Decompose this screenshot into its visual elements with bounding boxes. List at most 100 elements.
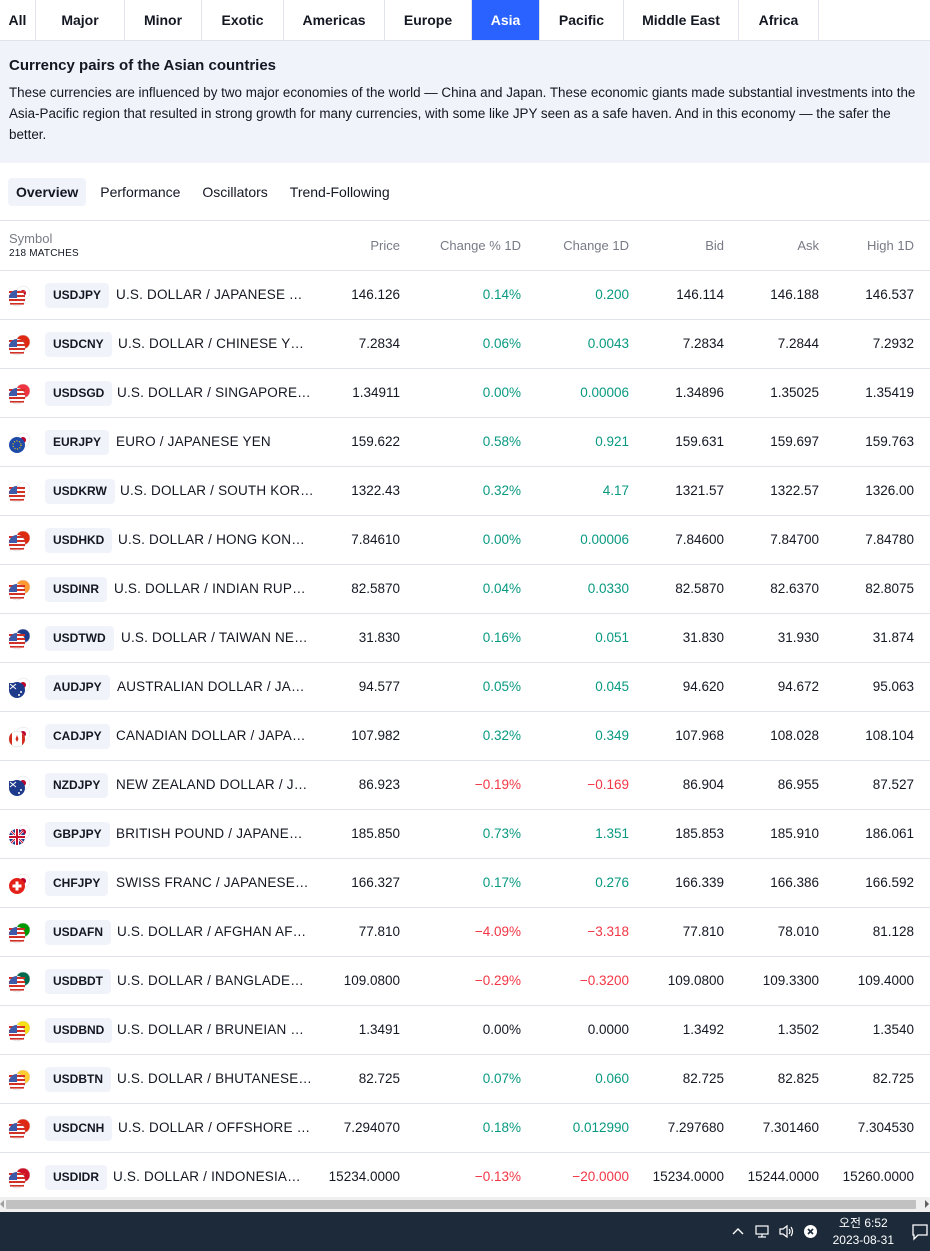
matches-count: 218 MATCHES xyxy=(9,248,79,259)
high-cell: 109.4000 xyxy=(857,973,914,988)
tab-pacific[interactable]: Pacific xyxy=(540,0,624,40)
table-row[interactable]: AUDJPY AUSTRALIAN DOLLAR / JAPANESE YEN … xyxy=(0,663,930,712)
tab-all[interactable]: All xyxy=(0,0,36,40)
tab-overview[interactable]: Overview xyxy=(8,177,87,206)
pair-name: EURO / JAPANESE YEN xyxy=(116,434,271,449)
high-cell: 31.874 xyxy=(872,630,914,645)
price-cell: 107.982 xyxy=(351,728,400,743)
ticker-badge[interactable]: NZDJPY xyxy=(45,773,109,798)
change-cell: −0.3200 xyxy=(579,973,629,988)
change-pct-column-header[interactable]: Change % 1D xyxy=(440,238,521,253)
horizontal-scrollbar[interactable] xyxy=(0,1197,930,1212)
table-row[interactable]: USDTWD U.S. DOLLAR / TAIWAN NEW DOLLAR 3… xyxy=(0,614,930,663)
table-row[interactable]: CADJPY CANADIAN DOLLAR / JAPANESE YEN 10… xyxy=(0,712,930,761)
symbol-column-header[interactable]: Symbol 218 MATCHES xyxy=(9,231,79,259)
scroll-left-arrow-icon[interactable] xyxy=(0,1200,4,1208)
high-cell: 7.304530 xyxy=(857,1120,914,1135)
table-row[interactable]: USDAFN U.S. DOLLAR / AFGHAN AFGHANI 77.8… xyxy=(0,908,930,957)
high-cell: 166.592 xyxy=(865,875,914,890)
table-row[interactable]: USDCNY U.S. DOLLAR / CHINESE YUAN 7.2834… xyxy=(0,320,930,369)
table-row[interactable]: USDCNH U.S. DOLLAR / OFFSHORE CHINESE YU… xyxy=(0,1104,930,1153)
ticker-badge[interactable]: USDINR xyxy=(45,577,108,602)
chevron-up-icon[interactable] xyxy=(732,1226,744,1236)
bid-cell: 7.84600 xyxy=(675,532,724,547)
action-center-icon[interactable] xyxy=(911,1223,929,1241)
pair-name: CANADIAN DOLLAR / JAPANESE YEN xyxy=(116,728,311,743)
network-icon[interactable] xyxy=(754,1224,772,1239)
tab-major[interactable]: Major xyxy=(36,0,125,40)
ticker-badge[interactable]: CADJPY xyxy=(45,724,110,749)
table-row[interactable]: NZDJPY NEW ZEALAND DOLLAR / JAPANESE YEN… xyxy=(0,761,930,810)
change-pct-cell: −0.19% xyxy=(474,777,521,792)
table-row[interactable]: USDHKD U.S. DOLLAR / HONG KONG DOLLAR 7.… xyxy=(0,516,930,565)
table-row[interactable]: USDIDR U.S. DOLLAR / INDONESIAN RUPIAH 1… xyxy=(0,1153,930,1197)
tab-exotic[interactable]: Exotic xyxy=(202,0,284,40)
change-cell: −20.0000 xyxy=(572,1169,629,1184)
tab-europe[interactable]: Europe xyxy=(385,0,472,40)
scroll-right-arrow-icon[interactable] xyxy=(925,1200,929,1208)
high-column-header[interactable]: High 1D xyxy=(867,238,914,253)
ticker-badge[interactable]: USDBTN xyxy=(45,1067,111,1092)
ticker-badge[interactable]: USDTWD xyxy=(45,626,114,651)
high-cell: 15260.0000 xyxy=(842,1169,914,1184)
high-cell: 82.725 xyxy=(872,1071,914,1086)
tab-africa[interactable]: Africa xyxy=(739,0,819,40)
ticker-badge[interactable]: USDBDT xyxy=(45,969,111,994)
ticker-badge[interactable]: USDCNY xyxy=(45,332,112,357)
table-row[interactable]: USDKRW U.S. DOLLAR / SOUTH KOREAN WON 13… xyxy=(0,467,930,516)
tab-trend-following[interactable]: Trend-Following xyxy=(289,183,390,200)
ticker-badge[interactable]: GBPJPY xyxy=(45,822,110,847)
ask-cell: 15244.0000 xyxy=(747,1169,819,1184)
bid-cell: 109.0800 xyxy=(667,973,724,988)
table-row[interactable]: USDBND U.S. DOLLAR / BRUNEIAN DOLLAR 1.3… xyxy=(0,1006,930,1055)
notification-dismiss-icon[interactable] xyxy=(803,1224,818,1239)
ask-cell: 86.955 xyxy=(777,777,819,792)
table-row[interactable]: USDBDT U.S. DOLLAR / BANGLADESHI TAKA 10… xyxy=(0,957,930,1006)
scrollbar-thumb[interactable] xyxy=(6,1200,916,1209)
change-cell: 1.351 xyxy=(595,826,629,841)
ticker-badge[interactable]: USDSGD xyxy=(45,381,113,406)
ticker-badge[interactable]: USDKRW xyxy=(45,479,115,504)
system-clock[interactable]: 오전 6:52 2023-08-31 xyxy=(833,1215,894,1249)
ticker-badge[interactable]: USDAFN xyxy=(45,920,111,945)
price-cell: 94.577 xyxy=(358,679,400,694)
table-row[interactable]: CHFJPY SWISS FRANC / JAPANESE YEN 166.32… xyxy=(0,859,930,908)
change-pct-cell: 0.05% xyxy=(482,679,521,694)
change-column-header[interactable]: Change 1D xyxy=(563,238,629,253)
ticker-badge[interactable]: USDHKD xyxy=(45,528,113,553)
change-cell: 4.17 xyxy=(602,483,629,498)
ticker-badge[interactable]: EURJPY xyxy=(45,430,110,455)
table-row[interactable]: USDBTN U.S. DOLLAR / BHUTANESE NGULTRUM … xyxy=(0,1055,930,1104)
ask-column-header[interactable]: Ask xyxy=(797,238,819,253)
ticker-badge[interactable]: USDCNH xyxy=(45,1116,113,1141)
volume-icon[interactable] xyxy=(778,1224,796,1239)
tab-asia[interactable]: Asia xyxy=(472,0,540,40)
ticker-badge[interactable]: USDIDR xyxy=(45,1165,108,1190)
tab-minor[interactable]: Minor xyxy=(125,0,202,40)
pair-name: U.S. DOLLAR / CHINESE YUAN xyxy=(118,336,313,351)
tab-middle-east[interactable]: Middle East xyxy=(624,0,739,40)
ticker-badge[interactable]: AUDJPY xyxy=(45,675,110,700)
tab-americas[interactable]: Americas xyxy=(284,0,385,40)
description-text: These currencies are influenced by two m… xyxy=(9,85,916,142)
high-cell: 146.537 xyxy=(865,287,914,302)
bid-cell: 185.853 xyxy=(675,826,724,841)
tab-performance[interactable]: Performance xyxy=(100,183,181,200)
bid-column-header[interactable]: Bid xyxy=(705,238,724,253)
price-cell: 7.2834 xyxy=(358,336,400,351)
currency-flag-icon xyxy=(8,922,31,944)
price-column-header[interactable]: Price xyxy=(370,238,400,253)
change-cell: 0.00006 xyxy=(580,385,629,400)
bid-cell: 159.631 xyxy=(675,434,724,449)
ask-cell: 166.386 xyxy=(770,875,819,890)
bid-cell: 107.968 xyxy=(675,728,724,743)
table-row[interactable]: GBPJPY BRITISH POUND / JAPANESE YEN 185.… xyxy=(0,810,930,859)
table-row[interactable]: USDJPY U.S. DOLLAR / JAPANESE YEN 146.12… xyxy=(0,271,930,320)
ticker-badge[interactable]: USDJPY xyxy=(45,283,110,308)
ticker-badge[interactable]: CHFJPY xyxy=(45,871,109,896)
ticker-badge[interactable]: USDBND xyxy=(45,1018,113,1043)
table-row[interactable]: USDSGD U.S. DOLLAR / SINGAPORE DOLLAR 1.… xyxy=(0,369,930,418)
tab-oscillators[interactable]: Oscillators xyxy=(202,183,268,200)
table-row[interactable]: EURJPY EURO / JAPANESE YEN 159.622 0.58%… xyxy=(0,418,930,467)
table-row[interactable]: USDINR U.S. DOLLAR / INDIAN RUPEE 82.587… xyxy=(0,565,930,614)
